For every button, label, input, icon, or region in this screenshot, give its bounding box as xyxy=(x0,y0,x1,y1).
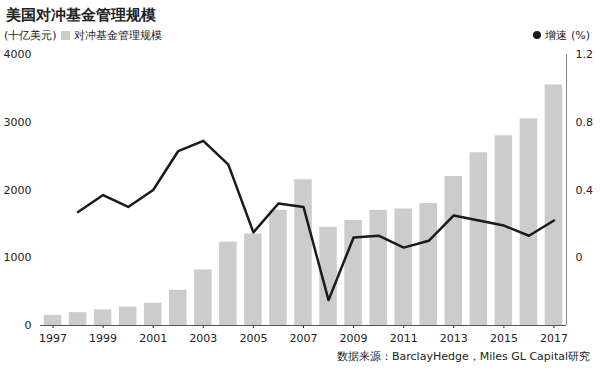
html-text:数据来源：BarclayHedge，Miles GL Cap: 数据来源：BarclayHedge，Miles GL Capital研究 xyxy=(337,350,590,363)
html-text:增速 (%): 增速 (%) xyxy=(545,28,590,42)
svg-text:1000: 1000 xyxy=(4,251,32,264)
svg-text:2011: 2011 xyxy=(390,332,418,345)
svg-text:3000: 3000 xyxy=(4,116,32,129)
svg-text:0: 0 xyxy=(576,251,583,264)
svg-text:2009: 2009 xyxy=(340,332,368,345)
svg-text:2013: 2013 xyxy=(440,332,468,345)
svg-text:0.4: 0.4 xyxy=(576,184,594,197)
svg-text:2001: 2001 xyxy=(139,332,167,345)
svg-text:2005: 2005 xyxy=(239,332,267,345)
svg-text:1997: 1997 xyxy=(39,332,67,345)
html-text:对冲基金管理规模: 对冲基金管理规模 xyxy=(73,28,162,42)
svg-text:0.8: 0.8 xyxy=(576,116,594,129)
svg-text:1999: 1999 xyxy=(89,332,117,345)
svg-text:1.2: 1.2 xyxy=(576,48,594,61)
html-text:(十亿美元): (十亿美元) xyxy=(4,28,57,42)
svg-text:0: 0 xyxy=(25,319,32,332)
svg-text:4000: 4000 xyxy=(4,48,32,61)
svg-text:2003: 2003 xyxy=(189,332,217,345)
svg-text:2015: 2015 xyxy=(490,332,518,345)
svg-text:2017: 2017 xyxy=(540,332,568,345)
html-text:美国对冲基金管理规模: 美国对冲基金管理规模 xyxy=(6,6,156,24)
svg-text:2007: 2007 xyxy=(290,332,318,345)
svg-text:2000: 2000 xyxy=(4,184,32,197)
